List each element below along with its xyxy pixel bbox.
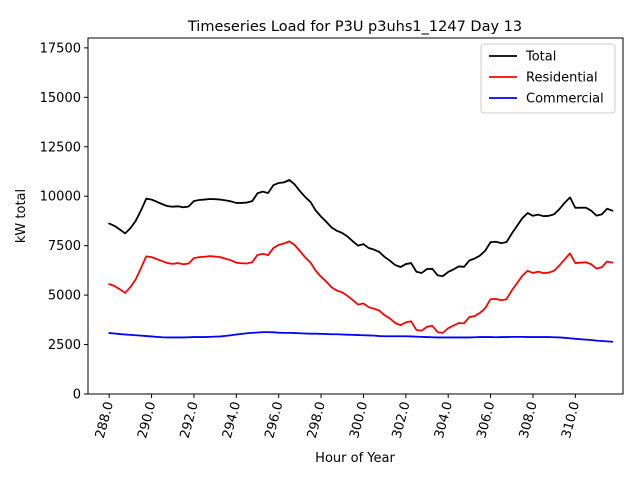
y-axis: 0 2500 5000 7500 10000 12500 15000 17500: [40, 41, 88, 403]
y-tick-label: 12500: [40, 140, 81, 155]
x-tick-label: 294.0: [220, 400, 244, 440]
series-layer: [108, 179, 614, 343]
legend: Total Residential Commercial: [480, 43, 616, 114]
x-tick-label: 306.0: [474, 400, 498, 440]
x-tick-label: 298.0: [305, 400, 329, 440]
legend-label-residential: Residential: [526, 71, 598, 86]
series-line-commercial: [108, 331, 614, 343]
y-tick-label: 0: [73, 388, 81, 403]
legend-label-total: Total: [525, 50, 556, 65]
y-tick-label: 10000: [40, 190, 81, 205]
x-tick-label: 288.0: [93, 400, 117, 440]
legend-entries: Total Residential Commercial: [489, 50, 604, 107]
y-tick-label: 5000: [48, 289, 81, 304]
x-tick-label: 292.0: [178, 400, 202, 440]
y-axis-label: kW total: [14, 189, 29, 243]
x-tick-label: 302.0: [390, 400, 414, 440]
y-tick-label: 2500: [48, 338, 81, 353]
x-tick-label: 296.0: [262, 400, 286, 440]
x-axis: 288.0 290.0 292.0 294.0 296.0 298.0 300.0 302.0…: [93, 394, 583, 440]
y-tick-label: 15000: [40, 91, 81, 106]
plot-frame: [87, 37, 624, 395]
y-tick-label: 7500: [48, 239, 81, 254]
x-tick-label: 290.0: [135, 400, 159, 440]
y-tick-label: 17500: [40, 41, 81, 56]
chart-title: Timeseries Load for P3U p3uhs1_1247 Day …: [187, 19, 522, 35]
legend-box: [480, 43, 616, 114]
series-line-total: [108, 179, 614, 278]
x-axis-label: Hour of Year: [315, 451, 395, 466]
x-tick-label: 300.0: [347, 400, 371, 440]
x-tick-label: 304.0: [432, 400, 456, 440]
series-line-residential: [108, 240, 614, 334]
x-tick-label: 310.0: [559, 400, 583, 440]
legend-label-commercial: Commercial: [526, 92, 604, 107]
x-tick-label: 308.0: [517, 400, 541, 440]
